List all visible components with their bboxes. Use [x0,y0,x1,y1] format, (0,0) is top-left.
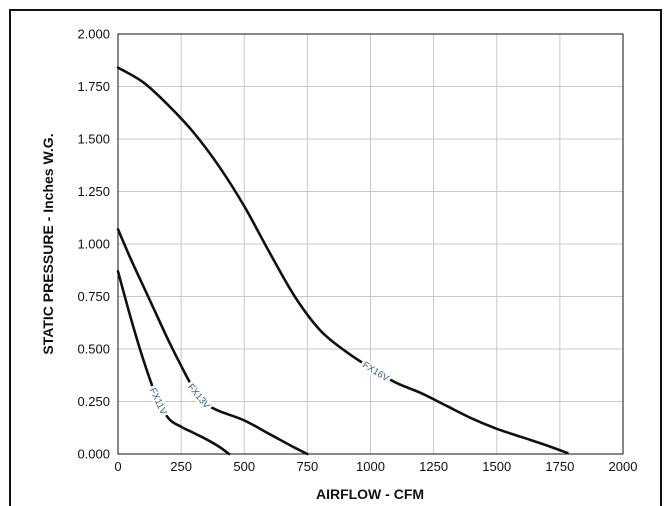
curve-label-group-fx13v: FX13V [184,379,214,413]
plot-area-border [117,33,624,455]
x-tick-label: 0 [114,459,121,474]
y-tick-label: 0.750 [77,289,110,304]
y-tick-label: 0.500 [77,342,110,357]
y-tick-label: 1.500 [77,132,110,147]
y-tick-label: 2.000 [77,27,110,42]
y-tick-label: 0.250 [77,394,110,409]
curve-fx16v [116,66,569,455]
x-tick-label: 1000 [356,459,385,474]
curves [116,66,569,456]
x-axis-title: AIRFLOW - CFM [316,486,424,502]
curve-fx13v [116,228,309,456]
x-tick-label: 1500 [482,459,511,474]
y-tick-label: 0.000 [77,447,110,462]
x-tick-label: 1750 [545,459,574,474]
curve-label-fx16v: FX16V [360,360,391,385]
y-tick-label: 1.000 [77,237,110,252]
curve-label-background [146,384,171,418]
curve-label-background [184,379,214,413]
outer-border [9,9,662,506]
x-tick-label: 250 [170,459,192,474]
curve-label-fx13v: FX13V [185,382,212,412]
y-tick-label: 1.250 [77,184,110,199]
y-tick-labels: 0.000 0.250 0.500 0.750 1.000 1.250 1.500 1.750… [77,27,110,462]
y-tick-label: 1.750 [77,79,110,94]
x-tick-label: 500 [233,459,255,474]
curve-label-group-fx16v: FX16V [358,357,393,385]
x-tick-label: 1250 [419,459,448,474]
x-tick-label: 750 [297,459,319,474]
x-tick-label: 2000 [609,459,638,474]
x-tick-labels: 0 250 500 750 1000 1250 1500 1750 2000 [114,459,637,474]
curve-fx11v [116,270,231,456]
curve-label-background [358,357,393,385]
y-axis-title: STATIC PRESSURE - Inches W.G. [40,133,56,354]
